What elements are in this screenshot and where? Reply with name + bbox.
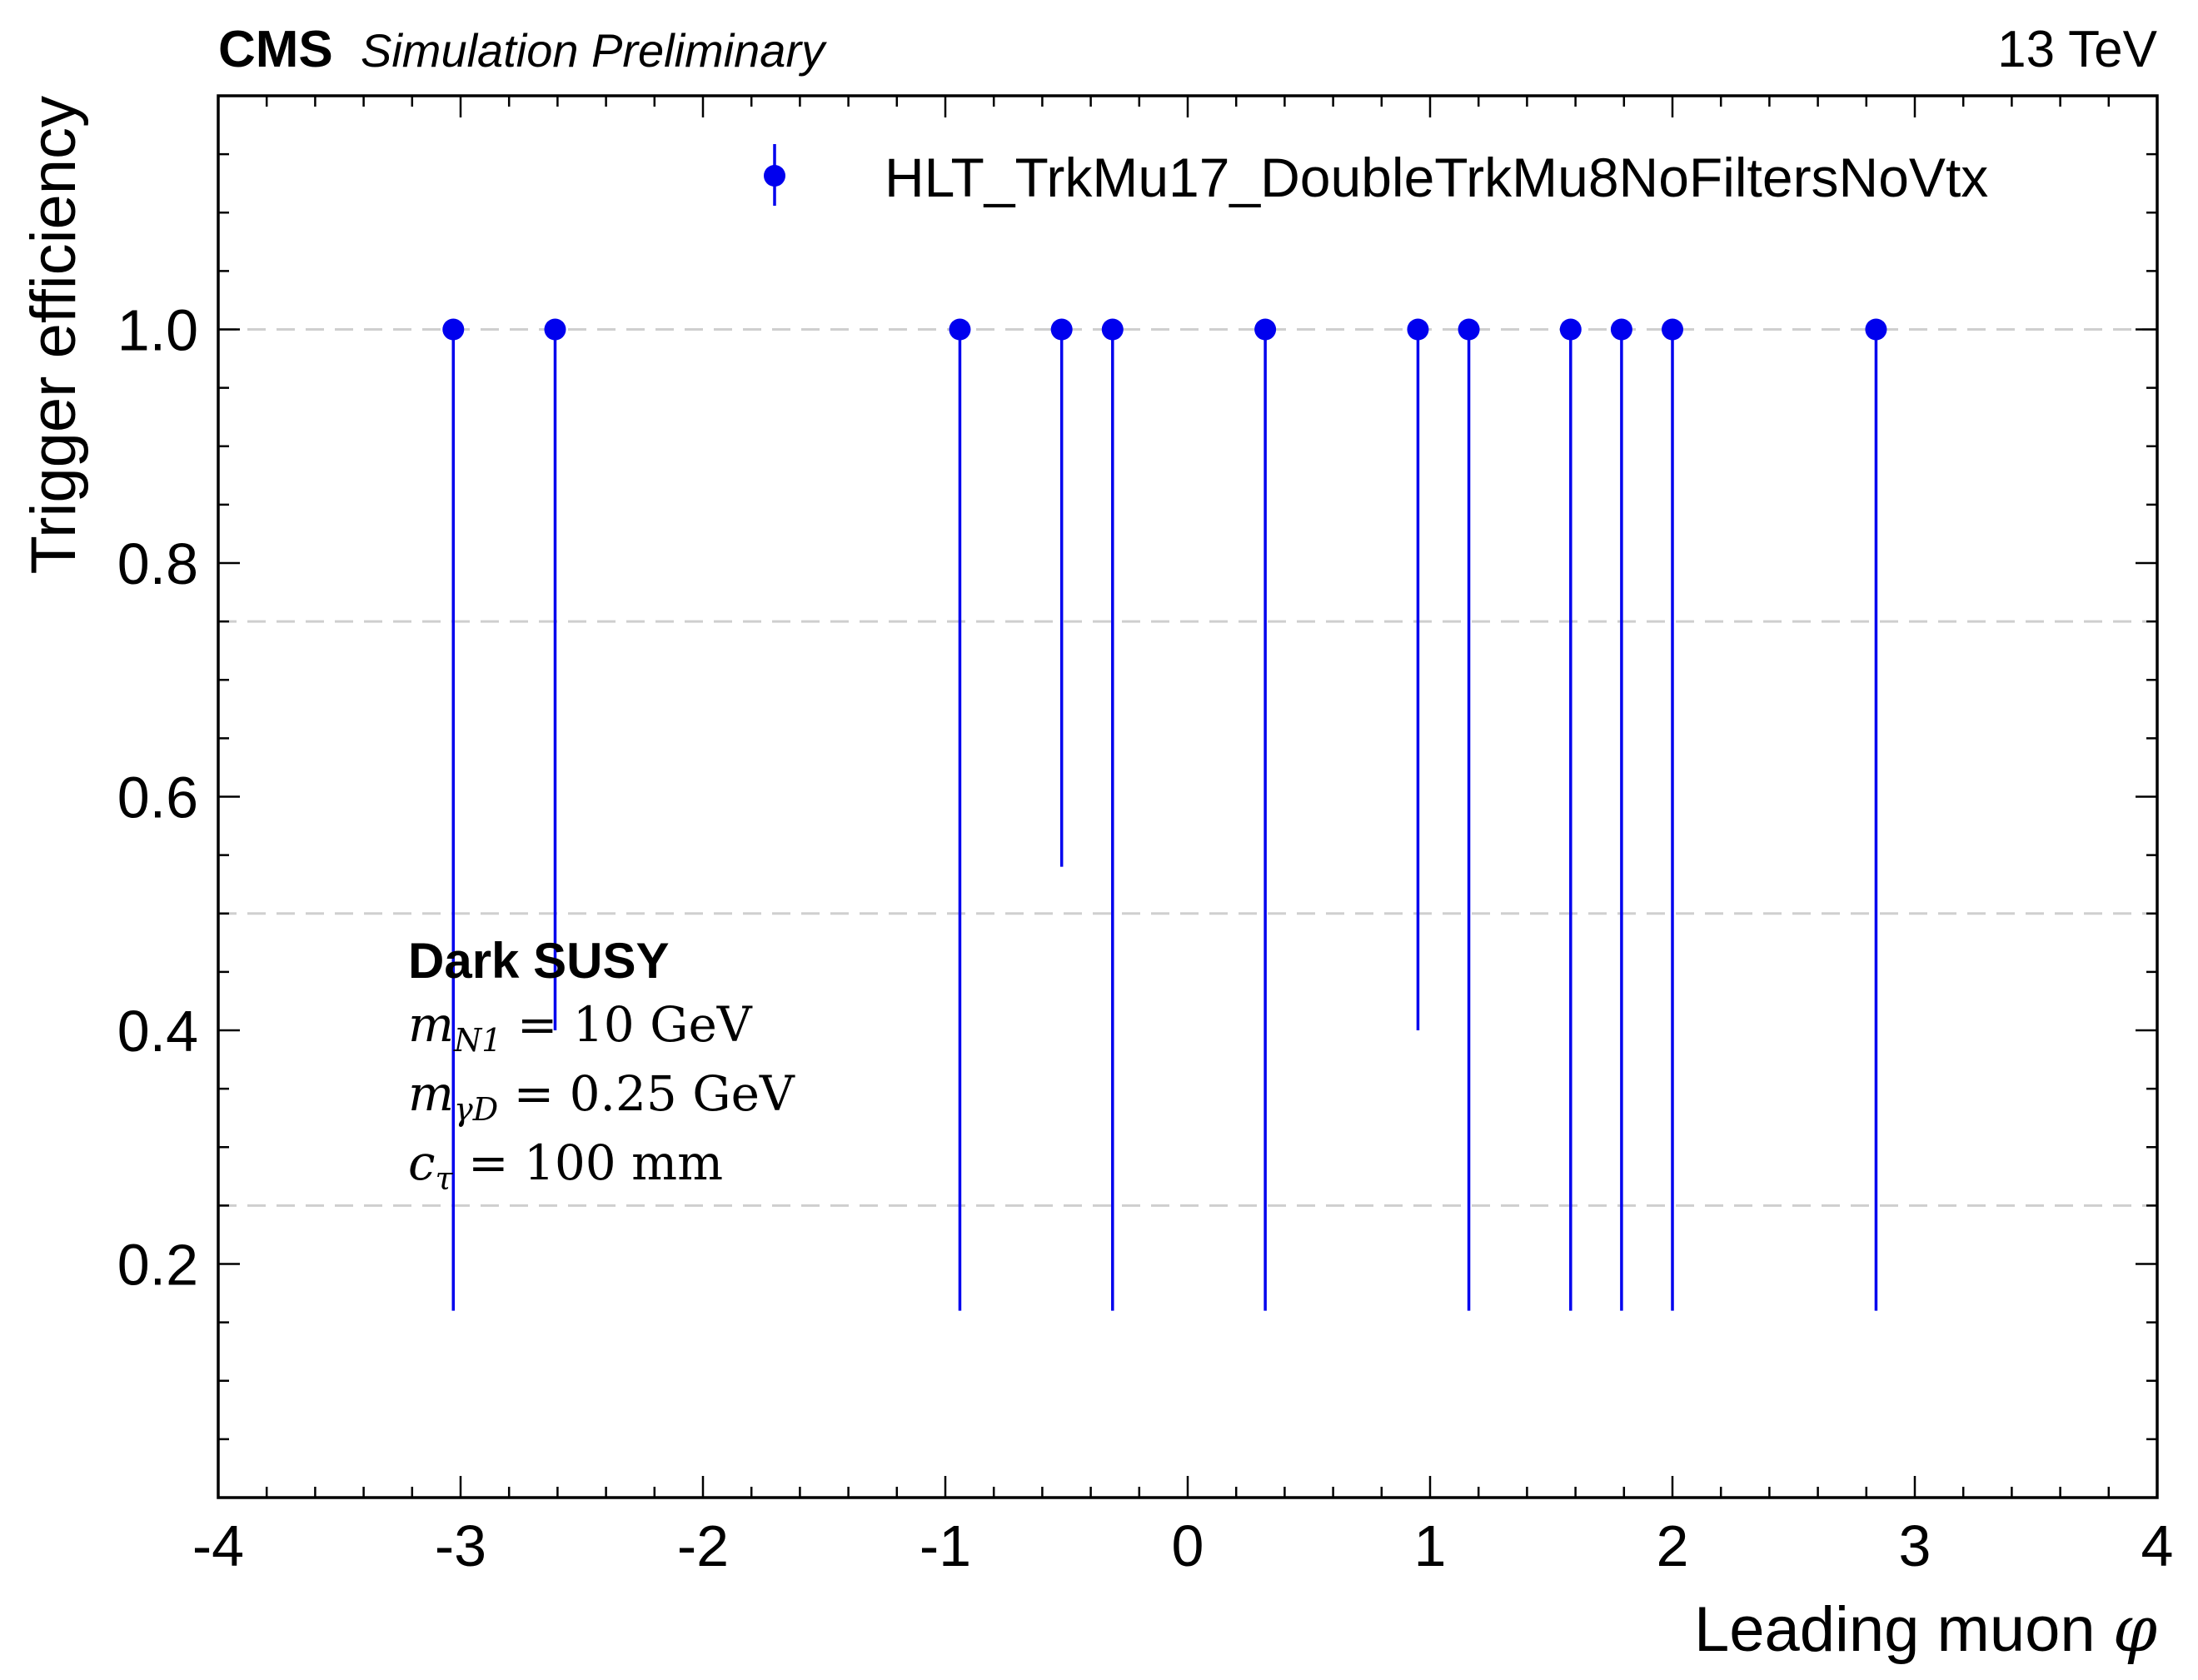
data-point bbox=[1559, 318, 1582, 341]
data-point bbox=[1254, 318, 1277, 341]
grid-lines bbox=[218, 328, 2157, 1207]
x-tick-label: 0 bbox=[1172, 1513, 1204, 1578]
x-axis-title: Leading muon φ bbox=[1694, 1592, 2157, 1666]
data-point bbox=[544, 318, 566, 341]
annotation-title: Dark SUSY bbox=[408, 933, 669, 989]
experiment-label: CMS bbox=[218, 21, 333, 78]
data-point bbox=[1458, 318, 1480, 341]
x-tick-label: -1 bbox=[920, 1513, 971, 1578]
axis-ticks bbox=[218, 96, 2157, 1498]
data-point bbox=[949, 318, 971, 341]
x-tick-label: 1 bbox=[1414, 1513, 1447, 1578]
tick-labels: -4 -3 -2 -1 0 1 2 3 4 0.2 0.4 0.6 0.8 1.0 bbox=[117, 298, 2174, 1579]
annotation-ctau: cτ = 100 mm bbox=[408, 1134, 723, 1197]
x-tick-label: -3 bbox=[435, 1513, 486, 1578]
data-point bbox=[442, 318, 465, 341]
mass-n1-value: = 10 GeV bbox=[501, 996, 752, 1053]
mass-n1-symbol: m bbox=[408, 996, 454, 1053]
x-tick-label: -2 bbox=[677, 1513, 729, 1578]
ctau-symbol: c bbox=[408, 1134, 435, 1191]
x-tick-label: 4 bbox=[2141, 1513, 2174, 1578]
physics-annotation: Dark SUSY mN1 = 10 GeV mγD = 0.25 GeV cτ… bbox=[408, 933, 795, 1197]
x-axis-title-text: Leading muon bbox=[1694, 1594, 2113, 1665]
data-point bbox=[1662, 318, 1683, 341]
energy-label: 13 TeV bbox=[1997, 21, 2158, 78]
annotation-mass-n1: mN1 = 10 GeV bbox=[408, 996, 753, 1059]
annotation-mass-gammad: mγD = 0.25 GeV bbox=[408, 1065, 795, 1128]
x-tick-label: -4 bbox=[192, 1513, 244, 1578]
x-axis-title-symbol: φ bbox=[2113, 1592, 2157, 1666]
y-axis-title: Trigger efficiency bbox=[18, 96, 89, 574]
y-tick-label: 0.6 bbox=[117, 765, 198, 830]
data-point bbox=[1865, 318, 1887, 341]
mass-gammad-symbol: m bbox=[408, 1065, 454, 1122]
mass-gammad-value: = 0.25 GeV bbox=[498, 1065, 795, 1122]
mass-n1-subscript: N1 bbox=[453, 1022, 501, 1059]
x-tick-label: 2 bbox=[1657, 1513, 1689, 1578]
x-tick-label: 3 bbox=[1899, 1513, 1931, 1578]
data-point bbox=[1407, 318, 1429, 341]
y-tick-label: 1.0 bbox=[117, 298, 198, 363]
cms-header: CMS Simulation Preliminary bbox=[218, 21, 827, 78]
mass-gammad-subscript: γD bbox=[454, 1091, 498, 1128]
data-point bbox=[1050, 318, 1073, 341]
y-tick-label: 0.2 bbox=[117, 1233, 198, 1298]
data-point bbox=[1101, 318, 1124, 341]
data-points bbox=[442, 318, 1887, 341]
plot-frame bbox=[217, 94, 2159, 1499]
legend-marker-icon bbox=[764, 165, 785, 187]
ctau-subscript: τ bbox=[435, 1160, 453, 1197]
error-bars bbox=[451, 329, 1878, 1311]
legend-label: HLT_TrkMu17_DoubleTrkMu8NoFiltersNoVtx bbox=[885, 147, 1988, 208]
data-point bbox=[1610, 318, 1632, 341]
status-label: Simulation Preliminary bbox=[361, 24, 827, 77]
ctau-value: = 100 mm bbox=[453, 1134, 724, 1191]
legend: HLT_TrkMu17_DoubleTrkMu8NoFiltersNoVtx bbox=[764, 144, 1988, 208]
y-tick-label: 0.4 bbox=[117, 999, 198, 1064]
y-tick-label: 0.8 bbox=[117, 531, 198, 596]
